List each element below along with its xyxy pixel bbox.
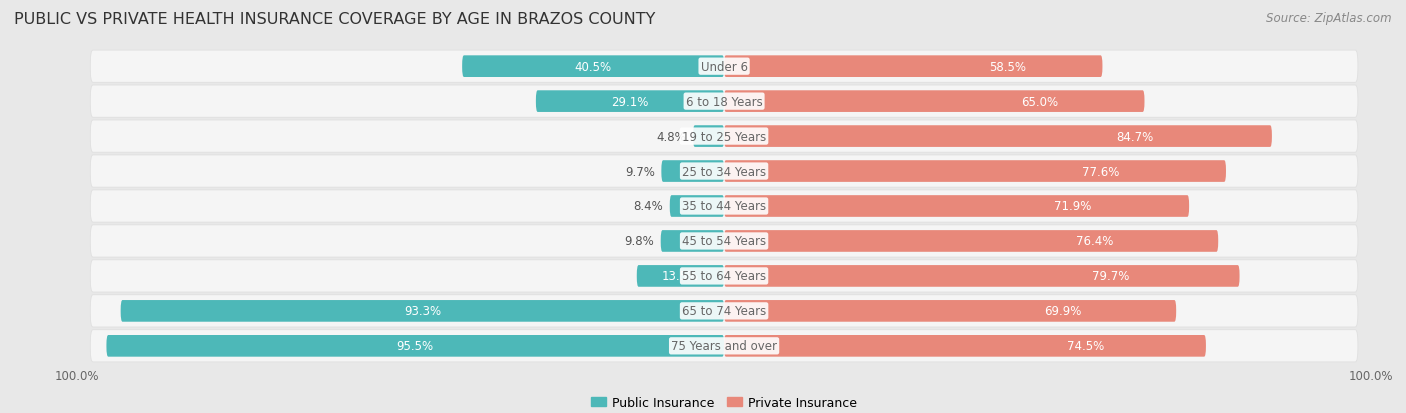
Text: 69.9%: 69.9% [1045,305,1081,318]
Text: 58.5%: 58.5% [990,61,1026,74]
Text: 95.5%: 95.5% [396,339,434,352]
FancyBboxPatch shape [107,335,724,357]
FancyBboxPatch shape [669,196,724,217]
Text: 6 to 18 Years: 6 to 18 Years [686,95,762,108]
FancyBboxPatch shape [90,295,1358,327]
Text: PUBLIC VS PRIVATE HEALTH INSURANCE COVERAGE BY AGE IN BRAZOS COUNTY: PUBLIC VS PRIVATE HEALTH INSURANCE COVER… [14,12,655,27]
Text: 8.4%: 8.4% [634,200,664,213]
FancyBboxPatch shape [724,196,1189,217]
Text: 9.8%: 9.8% [624,235,654,248]
FancyBboxPatch shape [661,161,724,183]
FancyBboxPatch shape [536,91,724,113]
Text: 45 to 54 Years: 45 to 54 Years [682,235,766,248]
FancyBboxPatch shape [463,56,724,78]
Text: 84.7%: 84.7% [1116,130,1153,143]
Text: 75 Years and over: 75 Years and over [671,339,778,352]
FancyBboxPatch shape [693,126,724,147]
Text: 79.7%: 79.7% [1092,270,1129,283]
Text: 13.5%: 13.5% [662,270,699,283]
Text: 25 to 34 Years: 25 to 34 Years [682,165,766,178]
FancyBboxPatch shape [724,230,1218,252]
FancyBboxPatch shape [90,330,1358,362]
FancyBboxPatch shape [724,56,1102,78]
FancyBboxPatch shape [90,225,1358,257]
FancyBboxPatch shape [90,86,1358,118]
Text: 77.6%: 77.6% [1081,165,1119,178]
Text: 93.3%: 93.3% [404,305,441,318]
Text: 40.5%: 40.5% [575,61,612,74]
FancyBboxPatch shape [90,260,1358,292]
Text: 65 to 74 Years: 65 to 74 Years [682,305,766,318]
FancyBboxPatch shape [724,266,1240,287]
FancyBboxPatch shape [724,300,1177,322]
FancyBboxPatch shape [661,230,724,252]
Legend: Public Insurance, Private Insurance: Public Insurance, Private Insurance [586,391,862,413]
Text: 55 to 64 Years: 55 to 64 Years [682,270,766,283]
FancyBboxPatch shape [90,121,1358,153]
Text: 71.9%: 71.9% [1054,200,1091,213]
Text: 35 to 44 Years: 35 to 44 Years [682,200,766,213]
Text: 19 to 25 Years: 19 to 25 Years [682,130,766,143]
Text: 9.7%: 9.7% [626,165,655,178]
Text: Source: ZipAtlas.com: Source: ZipAtlas.com [1267,12,1392,25]
FancyBboxPatch shape [90,190,1358,223]
Text: 74.5%: 74.5% [1067,339,1104,352]
Text: Under 6: Under 6 [700,61,748,74]
FancyBboxPatch shape [121,300,724,322]
FancyBboxPatch shape [724,91,1144,113]
Text: 76.4%: 76.4% [1076,235,1114,248]
FancyBboxPatch shape [724,335,1206,357]
FancyBboxPatch shape [90,156,1358,188]
FancyBboxPatch shape [724,161,1226,183]
FancyBboxPatch shape [637,266,724,287]
Text: 4.8%: 4.8% [657,130,686,143]
Text: 65.0%: 65.0% [1021,95,1057,108]
FancyBboxPatch shape [90,51,1358,83]
Text: 29.1%: 29.1% [612,95,648,108]
FancyBboxPatch shape [724,126,1272,147]
